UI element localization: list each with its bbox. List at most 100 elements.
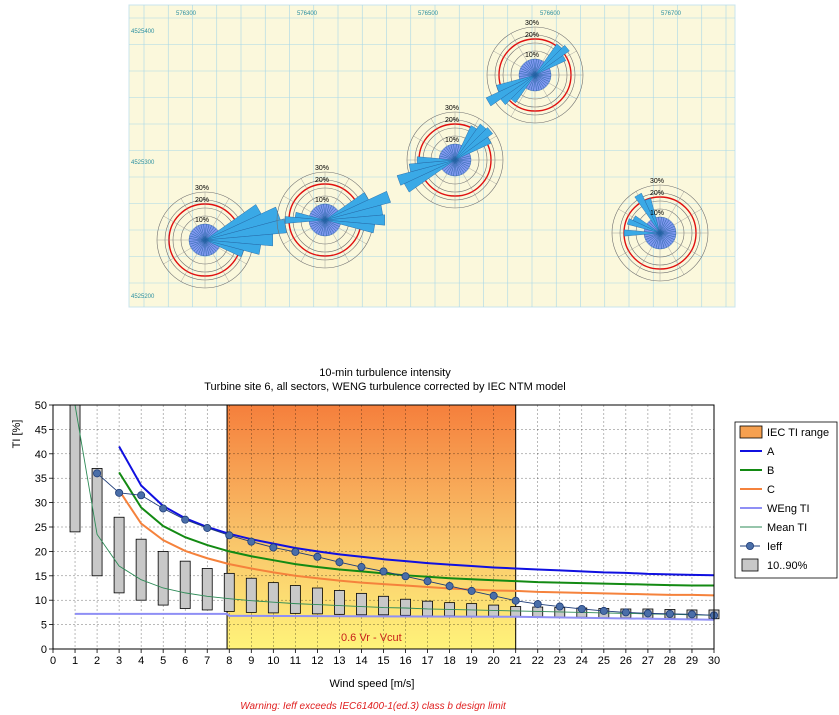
ieff-point — [269, 543, 278, 552]
x-tick-label: 30 — [708, 655, 720, 667]
rose-petal — [655, 216, 661, 234]
ieff-point — [203, 523, 212, 532]
box-10-90 — [91, 468, 103, 577]
box-10-90 — [378, 595, 389, 616]
box-10-90 — [245, 577, 257, 613]
map-x-tick-labels: 576300 576400 576500 576600 576700 — [176, 11, 682, 17]
box-10-90 — [201, 568, 213, 611]
ieff-point — [225, 531, 234, 540]
rose-label: 20% — [525, 32, 539, 39]
x-tick-label: 7 — [204, 655, 210, 667]
y-tick-label: 5 — [41, 620, 47, 632]
series-line-weng-ti — [75, 612, 715, 621]
ieff-point — [181, 515, 190, 524]
ieff-point — [93, 469, 102, 478]
x-tick-label: 4 — [138, 655, 144, 667]
ieff-point — [379, 567, 388, 576]
x-tick-label: 29 — [686, 655, 698, 667]
ieff-point — [467, 586, 476, 595]
y-tick-label: 20 — [35, 546, 47, 558]
rose-petal — [416, 156, 456, 164]
turbulence-rose: 30% 20% 10% — [156, 185, 287, 289]
rose-label: 30% — [525, 20, 539, 27]
x-tick-label: 16 — [399, 655, 411, 667]
rose-label: 30% — [195, 185, 209, 192]
box-10-90 — [157, 551, 169, 606]
x-tick-label: 27 — [642, 655, 654, 667]
legend-marker — [746, 542, 755, 551]
rose-petal — [204, 239, 244, 258]
ieff-point — [577, 604, 586, 613]
turbulence-rose: 30% 20% 10% — [396, 105, 504, 209]
map-y-tick-labels: 4525400 4525300 4525200 — [131, 29, 155, 300]
legend-item: WEng TI — [740, 503, 810, 515]
series-line-c — [118, 489, 715, 597]
x-tick-label: 14 — [355, 655, 367, 667]
legend-box-swatch — [741, 558, 759, 572]
map-x-tick: 576400 — [297, 11, 318, 17]
x-tick-label: 1 — [72, 655, 78, 667]
rose-petal — [454, 136, 492, 161]
rose-label: 30% — [650, 178, 664, 185]
map-x-tick: 576300 — [176, 11, 197, 17]
map-y-tick: 4525400 — [131, 29, 155, 35]
site-map: 576300 576400 576500 576600 576700 45254… — [128, 4, 736, 308]
ieff-point — [335, 558, 344, 567]
rose-label: 10% — [445, 137, 459, 144]
rose-petal — [320, 203, 326, 221]
box-10-90 — [334, 590, 345, 615]
box-10-90 — [135, 538, 147, 601]
x-tick-label: 10 — [267, 655, 279, 667]
ieff-point — [357, 563, 366, 572]
legend-item: Ieff — [740, 541, 783, 553]
x-tick-label: 6 — [182, 655, 188, 667]
x-tick-label: 23 — [554, 655, 566, 667]
x-tick-label: 15 — [377, 655, 389, 667]
x-tick-label: 8 — [226, 655, 232, 667]
ieff-point — [247, 537, 256, 546]
chart-title: 10-min turbulence intensity — [319, 367, 451, 379]
x-tick-label: 21 — [510, 655, 522, 667]
ieff-point — [533, 600, 542, 609]
ieff-point — [599, 606, 608, 615]
rose-label: 10% — [650, 210, 664, 217]
ieff-point — [115, 488, 124, 497]
series-line-a — [118, 445, 715, 577]
map-x-tick: 576600 — [540, 11, 561, 17]
rose-label: 10% — [195, 217, 209, 224]
y-tick-label: 10 — [35, 595, 47, 607]
box-10-90 — [113, 516, 125, 594]
ieff-point — [313, 552, 322, 561]
x-tick-label: 24 — [576, 655, 588, 667]
legend-label: 10..90% — [767, 560, 808, 572]
ieff-point — [687, 610, 696, 619]
x-tick-label: 9 — [248, 655, 254, 667]
y-tick-label: 40 — [35, 449, 47, 461]
legend-label: WEng TI — [767, 503, 810, 515]
box-10-90 — [510, 606, 522, 618]
box-10-90 — [400, 598, 411, 616]
warning-text: Warning: Ieff exceeds IEC61400-1(ed.3) c… — [240, 701, 507, 712]
x-tick-label: 28 — [664, 655, 676, 667]
ieff-point — [445, 582, 454, 591]
legend-swatch — [739, 425, 763, 439]
y-tick-label: 15 — [35, 571, 47, 583]
y-tick-label: 25 — [35, 522, 47, 534]
ieff-point — [159, 504, 168, 513]
ieff-point — [665, 609, 674, 618]
legend-box — [734, 421, 838, 579]
x-tick-label: 22 — [532, 655, 544, 667]
rose-petal — [623, 229, 661, 237]
turbulence-rose: 30% 20% 10% — [611, 178, 709, 282]
y-axis-label: TI [%] — [11, 420, 23, 449]
ieff-point — [401, 572, 410, 581]
map-x-tick: 576500 — [418, 11, 439, 17]
rose-label: 10% — [315, 197, 329, 204]
rose-label: 20% — [315, 177, 329, 184]
turbulence-rose: 30% 20% 10% — [485, 20, 584, 124]
x-tick-label: 11 — [290, 655, 301, 667]
legend-label: C — [767, 484, 775, 496]
ieff-point — [137, 491, 146, 500]
